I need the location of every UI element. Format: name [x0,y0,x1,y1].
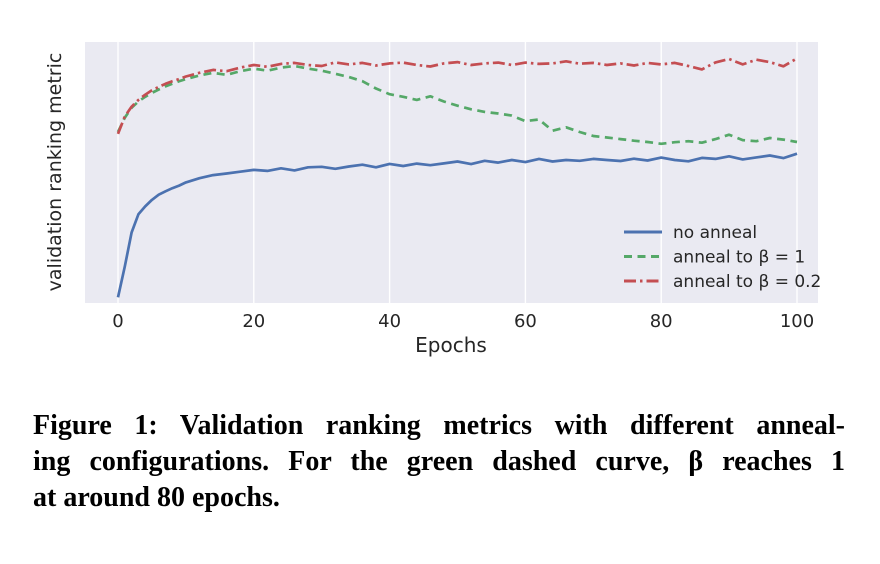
x-axis-label: Epochs [415,333,487,357]
series-lines [116,57,798,298]
series-path-solid [116,152,798,298]
y-axis-label: validation ranking metric [44,53,66,292]
validation-metric-chart: 0 20 40 60 80 100 no anneal anneal to β = 1 ann… [44,42,821,357]
plot-background [85,42,818,303]
x-tick-label: 100 [780,311,814,332]
x-tick-label: 0 [112,311,123,332]
gridlines [117,42,798,303]
x-tick-labels: 0 20 40 60 80 100 [112,311,814,332]
series-path-dashed [116,64,798,146]
legend-label: anneal to β = 0.2 [673,272,821,292]
figure-caption-line: Figure 1: Validation ranking metrics wit… [33,410,845,441]
legend: no anneal anneal to β = 1 anneal to β = 0.… [624,223,821,292]
x-tick-label: 40 [378,311,401,332]
figure-caption-line: at around 80 epochs. [33,482,280,513]
legend-label: no anneal [673,223,757,243]
figure-caption-line: ing configurations. For the green dashed… [33,446,845,477]
line-chart-svg: 0 20 40 60 80 100 no anneal anneal to β = 1 ann… [44,42,821,357]
legend-label: anneal to β = 1 [673,248,805,268]
figure-caption: Figure 1: Validation ranking metrics wit… [33,408,845,516]
x-tick-label: 60 [514,311,537,332]
x-tick-label: 80 [650,311,673,332]
series-path-dashdot [116,57,798,135]
x-tick-label: 20 [242,311,265,332]
